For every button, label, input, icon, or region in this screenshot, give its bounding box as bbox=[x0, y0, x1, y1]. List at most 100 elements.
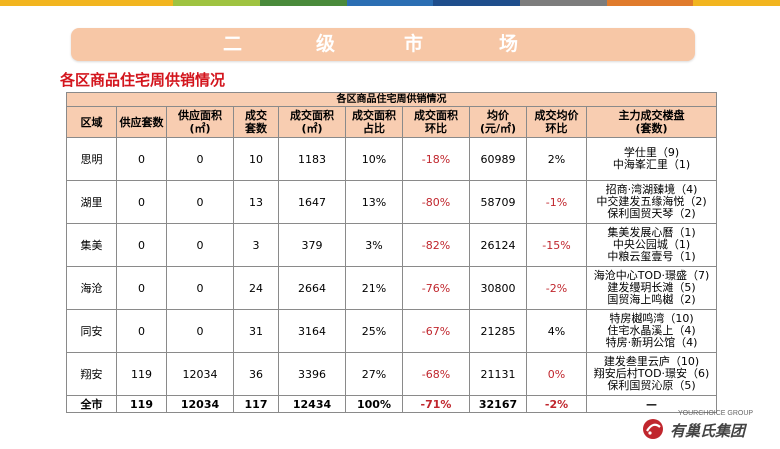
column-header-line: 供应面积 bbox=[178, 109, 222, 122]
deal-area-cell: 3396 bbox=[278, 352, 346, 396]
column-header-line: (㎡) bbox=[301, 122, 323, 135]
project-name: 翔安后村TOD·璟安（6) bbox=[593, 367, 710, 380]
supply-units-cell: 0 bbox=[116, 180, 167, 224]
total-district-cell: 全市 bbox=[66, 395, 117, 413]
banner-char: 级 bbox=[316, 33, 336, 55]
area-mom-cell: -67% bbox=[402, 309, 470, 353]
price-mom-cell: 2% bbox=[526, 137, 587, 181]
table-body: 思明 0 0 10 1183 10% -18% 60989 2% 学仕里（9) 中海峯汇里（1) 湖里… bbox=[66, 137, 718, 413]
page-subtitle: 各区商品住宅周供销情况 bbox=[60, 71, 226, 89]
price-mom-cell: -15% bbox=[526, 223, 587, 267]
column-header: 区域 bbox=[66, 106, 117, 138]
avg-price-cell: 60989 bbox=[469, 137, 527, 181]
logo-chinese-text: 有巢氏集团 bbox=[670, 422, 746, 440]
column-header-line: 成交均价 bbox=[534, 109, 579, 122]
price-mom-cell: 0% bbox=[526, 352, 587, 396]
top-bar-segment bbox=[260, 0, 347, 6]
area-mom-cell: -80% bbox=[402, 180, 470, 224]
column-header-line: (套数) bbox=[635, 122, 668, 135]
table-row: 湖里 0 0 13 1647 13% -80% 58709 -1% 招商·湾湖臻境（4) 中交建发五… bbox=[66, 180, 718, 224]
top-bar-segment bbox=[86, 0, 174, 6]
deal-units-cell: 10 bbox=[233, 137, 279, 181]
column-header-line: 占比 bbox=[363, 122, 385, 135]
total-row: 全市 119 12034 117 12434 100% -71% 32167 -2% — bbox=[66, 395, 718, 413]
project-name: 中海峯汇里（1) bbox=[612, 158, 691, 171]
column-header: 成交均价 环比 bbox=[526, 106, 587, 138]
company-logo: YOURCHOICE GROUP 有巢氏集团 bbox=[640, 410, 753, 442]
top-bar-segment bbox=[0, 0, 87, 6]
column-header-line: 均价 bbox=[487, 109, 509, 122]
project-name: 中粮云玺壹号（1) bbox=[607, 250, 696, 263]
avg-price-cell: 21131 bbox=[469, 352, 527, 396]
area-share-cell: 13% bbox=[345, 180, 403, 224]
top-bar-segment bbox=[346, 0, 434, 6]
column-header-line: 成交面积 bbox=[352, 109, 396, 122]
avg-price-cell: 58709 bbox=[469, 180, 527, 224]
table-row: 同安 0 0 31 3164 25% -67% 21285 4% 特房樾鸣湾（10) 住宅水晶溪上（… bbox=[66, 309, 718, 353]
area-share-cell: 27% bbox=[345, 352, 403, 396]
main-projects-cell: 集美发展心曆（1) 中央公园城（1) 中粮云玺壹号（1) bbox=[585, 223, 718, 267]
table-row: 海沧 0 0 24 2664 21% -76% 30800 -2% 海沧中心TOD·璟盛（7) 建发… bbox=[66, 266, 718, 310]
supply-area-cell: 0 bbox=[166, 137, 234, 181]
main-projects-cell: 学仕里（9) 中海峯汇里（1) bbox=[585, 137, 718, 181]
column-header: 成交 套数 bbox=[233, 106, 279, 138]
main-projects-cell: 建发叁里云庐（10) 翔安后村TOD·璟安（6) 保利国贸沁原（5) bbox=[585, 352, 718, 396]
total-deal-area-cell: 12434 bbox=[278, 395, 346, 413]
project-name: 建发叁里云庐（10) bbox=[603, 355, 700, 368]
main-projects-cell: 特房樾鸣湾（10) 住宅水晶溪上（4) 特房·新玥公馆（4) bbox=[585, 309, 718, 353]
total-area-share-cell: 100% bbox=[345, 395, 403, 413]
top-bar-segment bbox=[173, 0, 261, 6]
project-name: 特房·新玥公馆（4) bbox=[605, 336, 698, 349]
total-price-mom-cell: -2% bbox=[526, 395, 587, 413]
column-header: 成交面积 占比 bbox=[345, 106, 403, 138]
project-name: 海沧中心TOD·璟盛（7) bbox=[593, 269, 710, 282]
project-name: 保利国贸沁原（5) bbox=[607, 379, 696, 392]
project-name: 中央公园城（1) bbox=[612, 238, 691, 251]
column-header-line: 成交面积 bbox=[414, 109, 458, 122]
column-header-line: 区域 bbox=[80, 115, 103, 129]
supply-area-cell: 0 bbox=[166, 180, 234, 224]
area-mom-cell: -76% bbox=[402, 266, 470, 310]
table-caption: 各区商品住宅周供销情况 bbox=[65, 92, 718, 107]
supply-area-cell: 0 bbox=[166, 223, 234, 267]
column-header: 成交面积 环比 bbox=[402, 106, 470, 138]
column-header-line: (元/㎡) bbox=[479, 122, 517, 135]
total-deal-units-cell: 117 bbox=[233, 395, 279, 413]
column-header-line: 主力成交楼盘 bbox=[618, 109, 685, 122]
column-header-line: (㎡) bbox=[189, 122, 211, 135]
table-row: 思明 0 0 10 1183 10% -18% 60989 2% 学仕里（9) 中海峯汇里（1) bbox=[66, 137, 718, 181]
avg-price-cell: 26124 bbox=[469, 223, 527, 267]
project-name: 国贸海上鸣樾（2) bbox=[607, 293, 696, 306]
supply-units-cell: 0 bbox=[116, 309, 167, 353]
banner-char: 二 bbox=[223, 33, 243, 55]
project-name: 学仕里（9) bbox=[623, 146, 680, 159]
column-header: 成交面积 (㎡) bbox=[278, 106, 346, 138]
supply-units-cell: 0 bbox=[116, 223, 167, 267]
column-header: 供应面积 (㎡) bbox=[166, 106, 234, 138]
supply-units-cell: 119 bbox=[116, 352, 167, 396]
deal-units-cell: 13 bbox=[233, 180, 279, 224]
total-avg-price-cell: 32167 bbox=[469, 395, 527, 413]
column-header: 供应套数 bbox=[116, 106, 167, 138]
deal-area-cell: 1647 bbox=[278, 180, 346, 224]
deal-area-cell: 1183 bbox=[278, 137, 346, 181]
area-mom-cell: -68% bbox=[402, 352, 470, 396]
supply-area-cell: 12034 bbox=[166, 352, 234, 396]
deal-units-cell: 3 bbox=[233, 223, 279, 267]
banner-char: 市 bbox=[404, 33, 424, 55]
supply-units-cell: 0 bbox=[116, 266, 167, 310]
area-share-cell: 21% bbox=[345, 266, 403, 310]
deal-units-cell: 24 bbox=[233, 266, 279, 310]
table-header-row: 区域 供应套数 供应面积 (㎡) 成交 套数 成交面积 (㎡) 成交面积 占比 成交面积 环比 均价 (元… bbox=[66, 106, 718, 138]
column-header: 均价 (元/㎡) bbox=[469, 106, 527, 138]
main-projects-cell: 招商·湾湖臻境（4) 中交建发五缘海悦（2) 保利国贸天琴（2) bbox=[585, 180, 718, 224]
project-name: 集美发展心曆（1) bbox=[607, 226, 696, 239]
price-mom-cell: -1% bbox=[526, 180, 587, 224]
area-mom-cell: -18% bbox=[402, 137, 470, 181]
price-mom-cell: -2% bbox=[526, 266, 587, 310]
project-name: 住宅水晶溪上（4) bbox=[607, 324, 696, 337]
top-bar-segment bbox=[606, 0, 694, 6]
project-name: 特房樾鸣湾（10) bbox=[609, 312, 694, 325]
project-name: 中交建发五缘海悦（2) bbox=[596, 195, 707, 208]
district-cell: 湖里 bbox=[66, 180, 117, 224]
